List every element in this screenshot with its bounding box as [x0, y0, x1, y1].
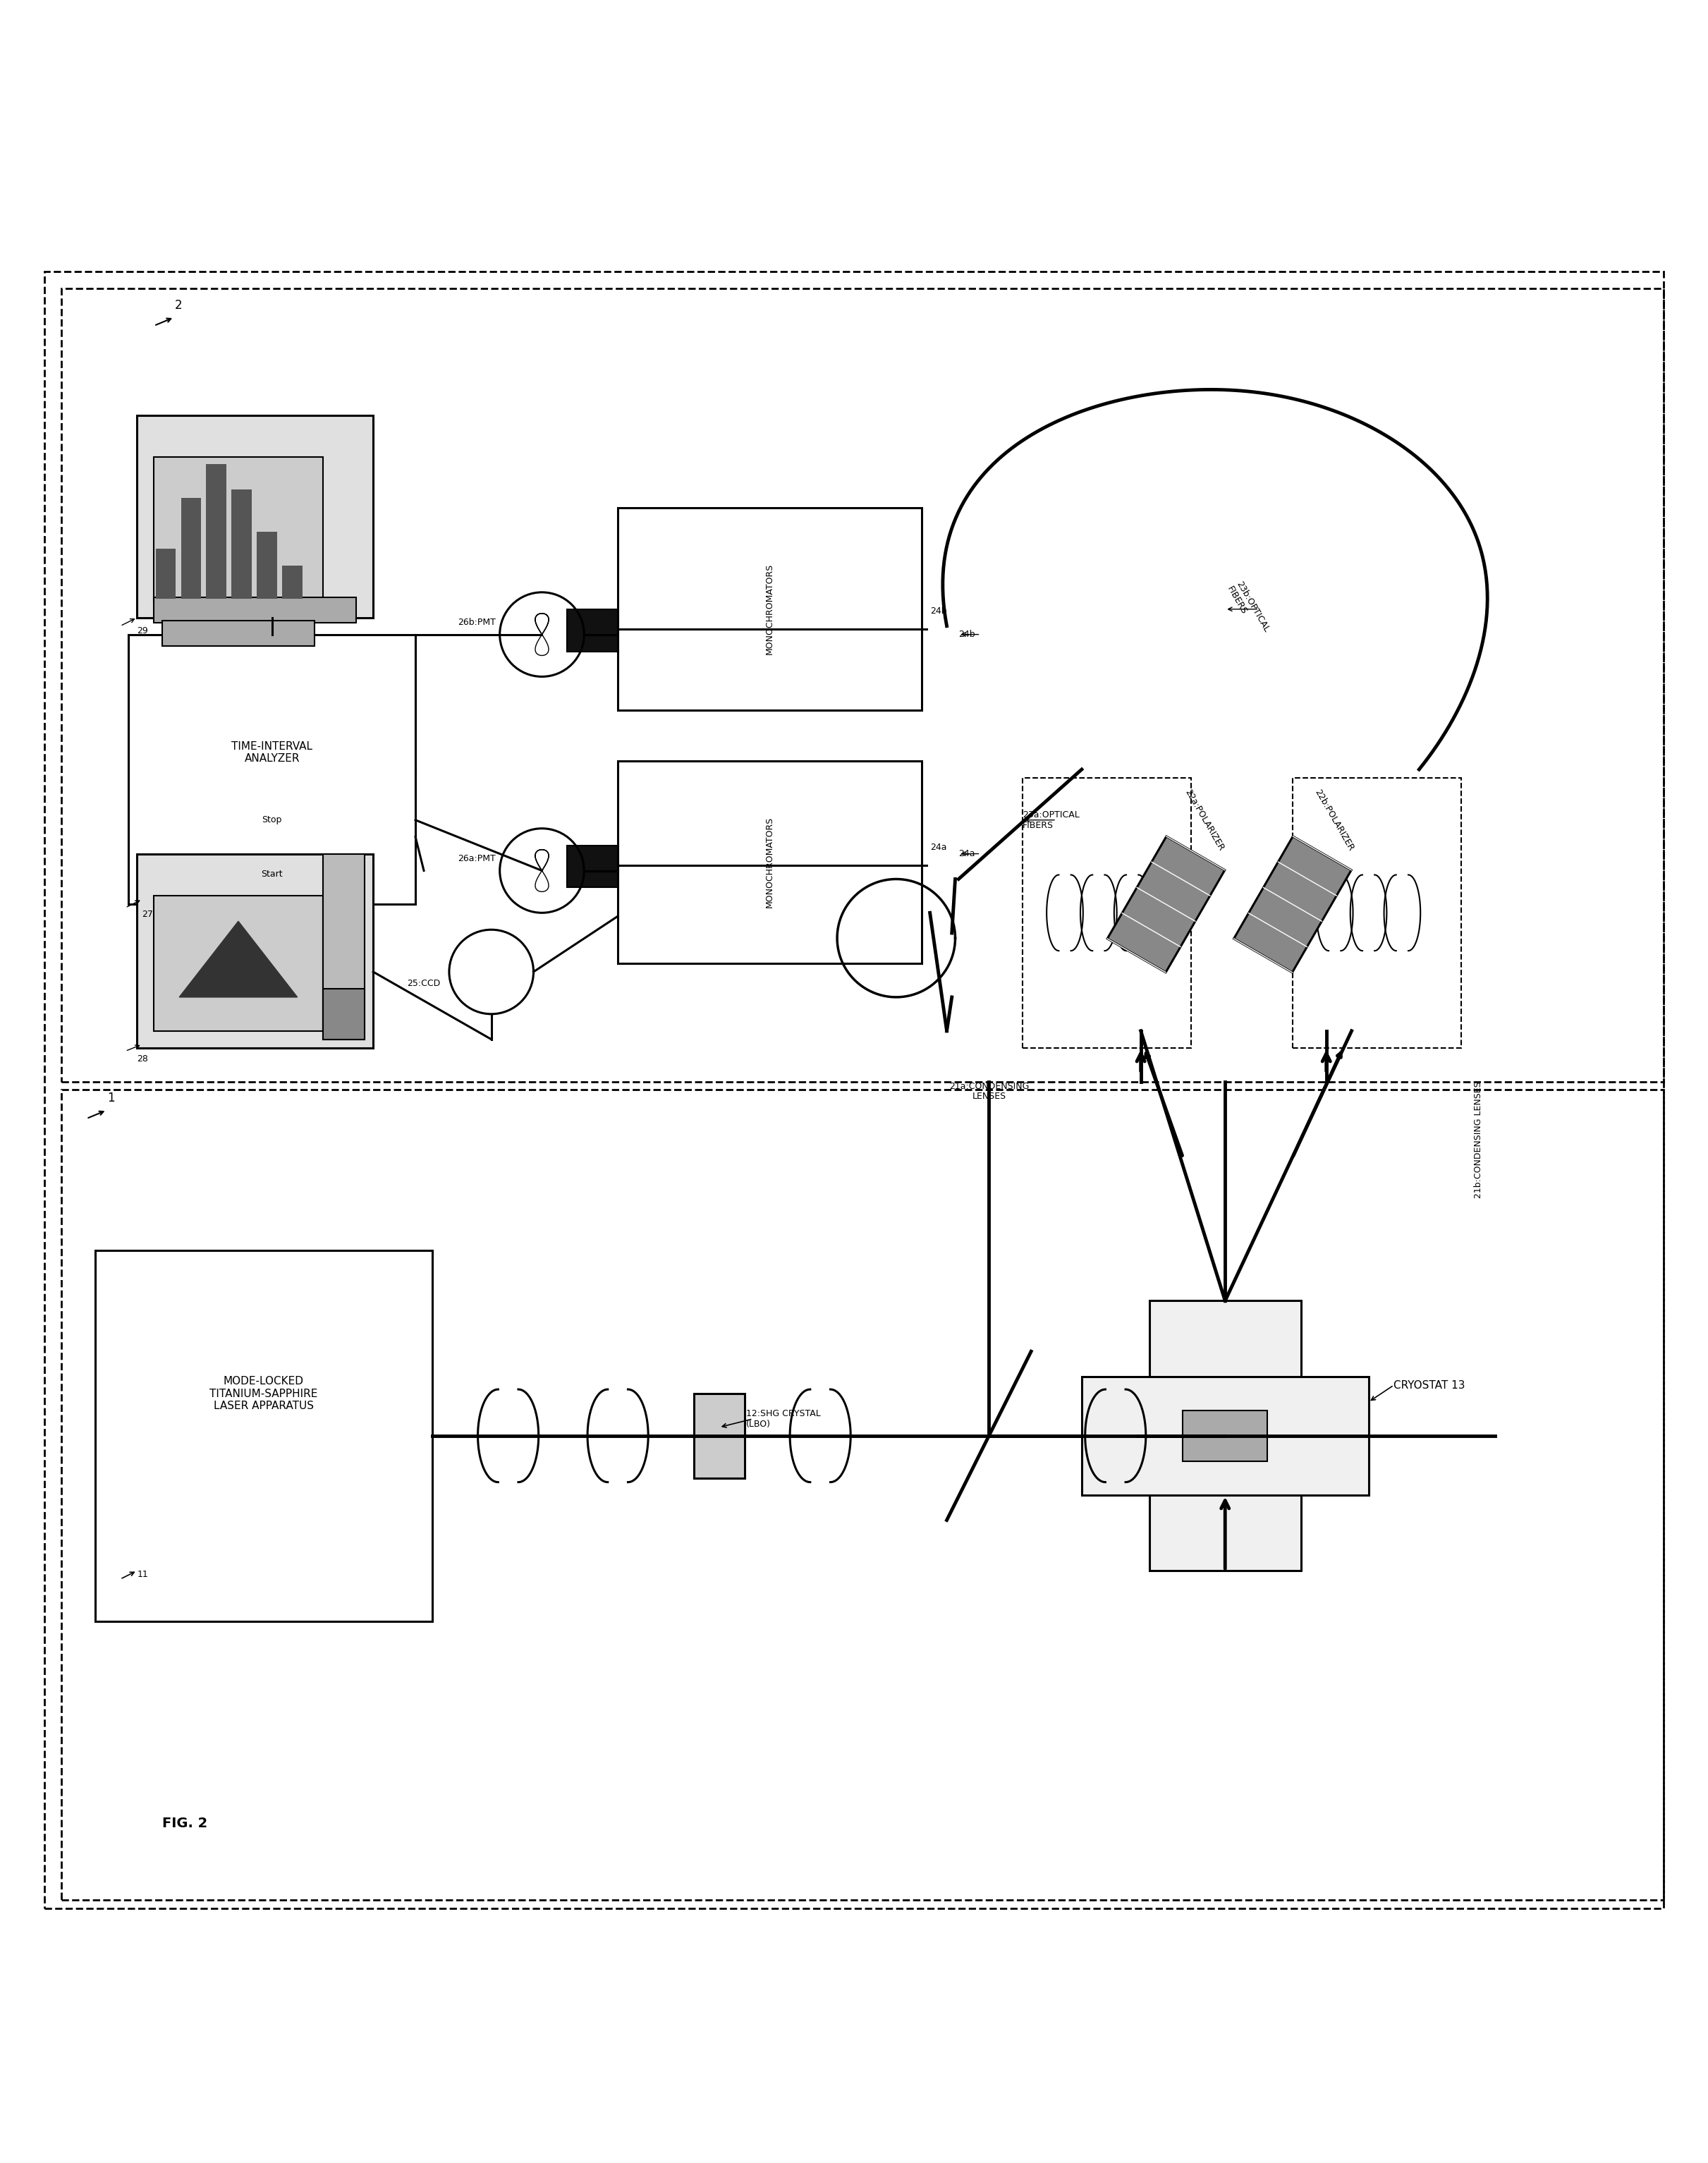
Text: 11: 11 — [137, 1570, 149, 1579]
Bar — [207, 465, 227, 599]
FancyBboxPatch shape — [137, 854, 374, 1047]
Text: 22b:POLARIZER: 22b:POLARIZER — [1313, 787, 1356, 852]
FancyBboxPatch shape — [618, 761, 922, 963]
Text: 28: 28 — [137, 1056, 149, 1064]
Text: 26a:PMT: 26a:PMT — [458, 854, 495, 863]
FancyBboxPatch shape — [323, 854, 366, 1040]
Text: 29: 29 — [137, 625, 149, 636]
Text: 24a: 24a — [929, 844, 946, 852]
Text: 23a:OPTICAL
FIBERS: 23a:OPTICAL FIBERS — [1023, 811, 1079, 831]
Text: CRYOSTAT 13: CRYOSTAT 13 — [1394, 1380, 1465, 1391]
Text: $\mathit{\ 2}$: $\mathit{\ 2}$ — [171, 298, 183, 311]
FancyBboxPatch shape — [154, 597, 357, 623]
Text: 24a: 24a — [958, 850, 975, 859]
Text: Stop: Stop — [261, 815, 282, 824]
FancyBboxPatch shape — [1107, 837, 1225, 973]
FancyBboxPatch shape — [567, 610, 618, 651]
Text: 21b:CONDENSING LENSES: 21b:CONDENSING LENSES — [1474, 1082, 1483, 1198]
Text: 21a:CONDENSING
LENSES: 21a:CONDENSING LENSES — [950, 1082, 1028, 1101]
Text: 25:CCD: 25:CCD — [407, 980, 441, 988]
FancyBboxPatch shape — [137, 415, 374, 619]
FancyBboxPatch shape — [1081, 1376, 1368, 1495]
Text: 27: 27 — [142, 908, 154, 919]
Text: Start: Start — [261, 870, 284, 878]
Text: 23b:OPTICAL
FIBERS: 23b:OPTICAL FIBERS — [1225, 580, 1271, 638]
Bar — [232, 489, 251, 599]
FancyBboxPatch shape — [154, 456, 323, 601]
Bar — [282, 565, 302, 599]
Text: MONOCHROMATORS: MONOCHROMATORS — [765, 565, 774, 655]
FancyBboxPatch shape — [96, 1250, 432, 1622]
FancyBboxPatch shape — [618, 508, 922, 709]
Text: $\mathit{\ 1}$: $\mathit{\ 1}$ — [104, 1092, 114, 1105]
Text: 22a:POLARIZER: 22a:POLARIZER — [1184, 787, 1226, 852]
FancyBboxPatch shape — [1184, 1410, 1267, 1460]
Bar — [256, 532, 277, 599]
Bar — [155, 549, 176, 599]
FancyBboxPatch shape — [162, 621, 314, 647]
Text: 24b: 24b — [929, 608, 946, 616]
Text: MODE-LOCKED
TITANIUM-SAPPHIRE
LASER APPARATUS: MODE-LOCKED TITANIUM-SAPPHIRE LASER APPA… — [210, 1376, 318, 1410]
FancyBboxPatch shape — [1149, 1300, 1301, 1570]
FancyBboxPatch shape — [128, 634, 415, 904]
Text: 12:SHG CRYSTAL
(LBO): 12:SHG CRYSTAL (LBO) — [746, 1408, 820, 1430]
Text: FIG. 2: FIG. 2 — [162, 1817, 208, 1830]
FancyBboxPatch shape — [1233, 837, 1351, 973]
FancyBboxPatch shape — [567, 846, 618, 887]
Text: 24b: 24b — [958, 629, 975, 638]
FancyBboxPatch shape — [154, 895, 323, 1032]
FancyBboxPatch shape — [693, 1393, 745, 1477]
Text: TIME-INTERVAL
ANALYZER: TIME-INTERVAL ANALYZER — [232, 742, 313, 764]
Text: MONOCHROMATORS: MONOCHROMATORS — [765, 818, 774, 908]
FancyBboxPatch shape — [323, 988, 366, 1040]
Text: 26b:PMT: 26b:PMT — [458, 619, 495, 627]
Polygon shape — [179, 921, 297, 997]
Bar — [181, 497, 202, 599]
